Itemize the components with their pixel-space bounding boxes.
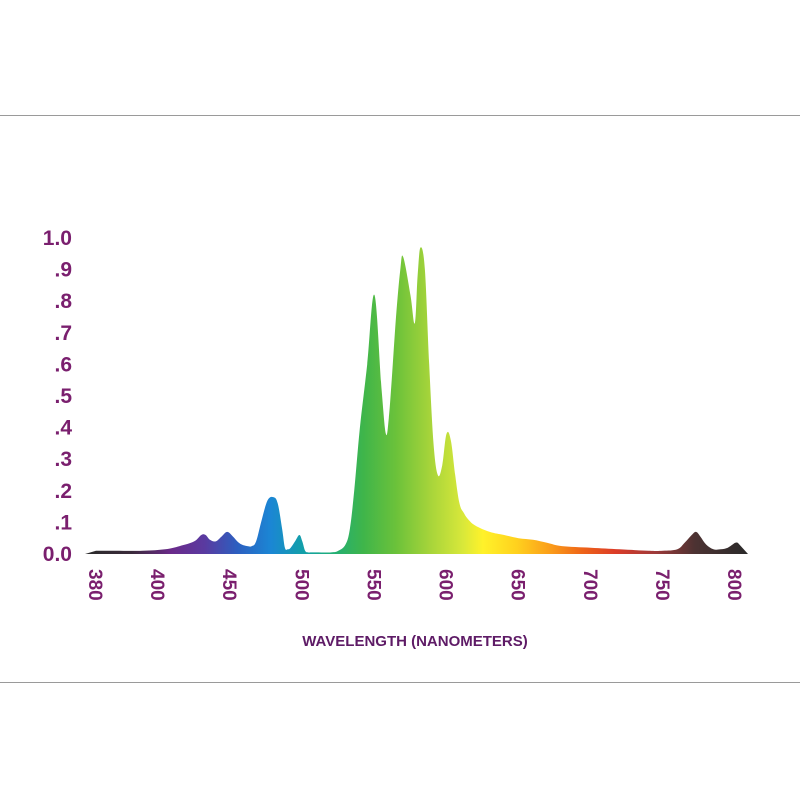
x-tick-label: 550 [362,569,383,601]
y-tick-label: .9 [54,259,72,282]
x-tick-label: 750 [651,569,672,601]
spectrum-area [85,247,748,555]
x-tick-label: 700 [579,569,600,601]
x-tick-label: 650 [507,569,528,601]
y-axis-ticks: 0.0 .1 .2 .3 .4 .5 .6 .7 .8 .9 1.0 [43,227,73,566]
y-tick-label: .6 [54,353,72,376]
spectrum-chart: 0.0 .1 .2 .3 .4 .5 .6 .7 .8 .9 1.0 380 400 450 500 550… [43,227,748,650]
x-tick-label: 800 [723,569,744,601]
y-tick-label: .7 [54,322,72,345]
y-tick-label: .3 [54,448,72,471]
x-tick-label: 450 [218,569,239,601]
x-axis-label: WAVELENGTH (NANOMETERS) [302,633,528,650]
y-tick-label: .8 [54,290,72,313]
y-tick-label: 0.0 [43,543,72,566]
y-tick-label: .5 [54,385,72,408]
x-axis-ticks: 380 400 450 500 550 600 650 700 750 800 [84,569,744,601]
y-tick-label: .1 [54,511,72,534]
y-tick-label: .4 [54,417,72,440]
y-tick-label: .2 [54,480,72,503]
y-tick-label: 1.0 [43,227,72,250]
x-tick-label: 600 [435,569,456,601]
chart-panel: 0.0 .1 .2 .3 .4 .5 .6 .7 .8 .9 1.0 380 400 450 500 550… [0,115,800,683]
x-tick-label: 400 [146,569,167,601]
x-tick-label: 500 [290,569,311,601]
x-tick-label: 380 [84,569,105,601]
